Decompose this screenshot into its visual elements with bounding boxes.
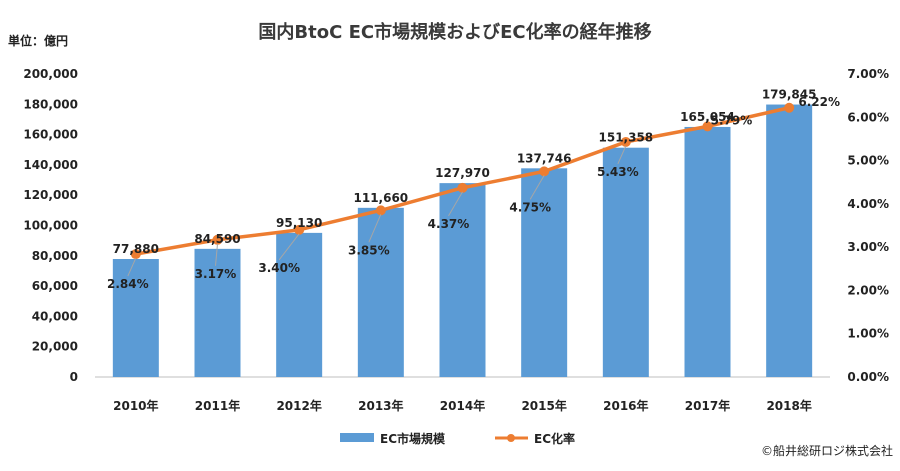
line-label-leader bbox=[278, 233, 300, 261]
y-right-tick-label: 2.00% bbox=[847, 283, 889, 297]
legend-swatch-marker bbox=[507, 434, 515, 442]
bar-series bbox=[112, 104, 813, 378]
x-tick-label: 2016年 bbox=[603, 398, 648, 413]
line-point bbox=[294, 224, 305, 235]
line-label-leader bbox=[127, 257, 137, 277]
x-tick-label: 2011年 bbox=[195, 398, 240, 413]
line-point bbox=[620, 136, 631, 147]
y-right-tick-label: 0.00% bbox=[847, 370, 889, 384]
bar-data-label: 111,660 bbox=[354, 191, 409, 205]
bar bbox=[766, 104, 813, 378]
x-tick-label: 2018年 bbox=[766, 398, 811, 413]
line-point bbox=[539, 166, 550, 177]
y-left-tick-label: 200,000 bbox=[23, 67, 78, 81]
left-axis-ticks: 0 20,000 40,000 60,000 80,000 100,000 120,000 1… bbox=[23, 67, 78, 384]
y-right-tick-label: 5.00% bbox=[847, 154, 889, 168]
line-point bbox=[784, 102, 795, 113]
bar bbox=[684, 126, 731, 377]
legend-label-bar: EC市場規模 bbox=[380, 431, 446, 446]
line-label-leader bbox=[617, 145, 627, 165]
line-point bbox=[130, 249, 141, 260]
y-right-tick-label: 4.00% bbox=[847, 197, 889, 211]
bar-data-label: 95,130 bbox=[276, 216, 322, 230]
line-series bbox=[130, 102, 795, 260]
line-point bbox=[702, 121, 713, 132]
line-data-label: 2.84% bbox=[107, 277, 149, 291]
bar bbox=[439, 183, 486, 377]
right-axis-ticks: 0.00% 1.00% 2.00% 3.00% 4.00% 5.00% 6.00% 7.00% bbox=[847, 67, 889, 384]
line-point bbox=[375, 205, 386, 216]
y-right-tick-label: 6.00% bbox=[847, 110, 889, 124]
y-left-tick-label: 0 bbox=[70, 370, 78, 384]
y-left-tick-label: 160,000 bbox=[23, 128, 78, 142]
unit-label: 単位：億円 bbox=[8, 33, 68, 48]
bar bbox=[357, 207, 404, 377]
y-right-tick-label: 7.00% bbox=[847, 67, 889, 81]
bar-data-labels: 77,880 84,590 95,130 111,660 127,970 137,746 1… bbox=[113, 88, 817, 256]
y-right-tick-label: 1.00% bbox=[847, 327, 889, 341]
line-label-leader bbox=[529, 175, 545, 200]
line-point bbox=[457, 182, 468, 193]
y-left-tick-label: 100,000 bbox=[23, 219, 78, 233]
bar-data-label: 151,358 bbox=[599, 131, 654, 145]
line-data-label: 5.43% bbox=[597, 165, 639, 179]
bar-data-label: 137,746 bbox=[517, 151, 572, 165]
bar bbox=[602, 147, 649, 377]
bar bbox=[194, 248, 241, 377]
bar-data-label: 179,845 bbox=[762, 88, 817, 102]
bar-data-label: 84,590 bbox=[194, 232, 240, 246]
legend: EC市場規模 EC化率 bbox=[340, 431, 575, 446]
x-tick-label: 2017年 bbox=[685, 398, 730, 413]
line-data-labels: 2.84% 3.17% 3.40% 3.85% 4.37% 4.75% 5.43% 5.79%… bbox=[107, 95, 840, 291]
y-left-tick-label: 20,000 bbox=[32, 340, 78, 354]
y-left-tick-label: 80,000 bbox=[32, 249, 78, 263]
bar-data-label: 165,054 bbox=[680, 110, 735, 124]
x-tick-label: 2010年 bbox=[113, 398, 158, 413]
line-data-label: 4.75% bbox=[509, 200, 551, 214]
line-data-label: 5.79% bbox=[711, 113, 753, 127]
chart-title: 国内BtoC EC市場規模およびEC化率の経年推移 bbox=[258, 21, 651, 43]
legend-label-line: EC化率 bbox=[534, 431, 575, 446]
x-tick-label: 2013年 bbox=[358, 398, 403, 413]
line-data-label: 3.17% bbox=[195, 267, 237, 281]
y-left-tick-label: 40,000 bbox=[32, 309, 78, 323]
x-tick-label: 2014年 bbox=[440, 398, 485, 413]
line-label-leader bbox=[215, 243, 218, 266]
bar bbox=[276, 232, 323, 377]
line-label-leader bbox=[368, 214, 382, 243]
y-left-tick-label: 120,000 bbox=[23, 188, 78, 202]
y-left-tick-label: 60,000 bbox=[32, 279, 78, 293]
credit: ©船井総研ロジ株式会社 bbox=[761, 443, 893, 458]
line-data-label: 3.40% bbox=[258, 261, 300, 275]
bar-data-label: 127,970 bbox=[435, 166, 490, 180]
x-axis-ticks: 2010年 2011年 2012年 2013年 2014年 2015年 2016年 2017年… bbox=[113, 398, 812, 413]
x-tick-label: 2015年 bbox=[521, 398, 566, 413]
line-data-label: 4.37% bbox=[428, 217, 470, 231]
line-data-label: 6.22% bbox=[798, 95, 840, 109]
line-label-leader bbox=[448, 191, 463, 217]
y-left-tick-label: 180,000 bbox=[23, 97, 78, 111]
y-left-tick-label: 140,000 bbox=[23, 158, 78, 172]
bar bbox=[521, 168, 568, 377]
line-data-label: 3.85% bbox=[348, 243, 390, 257]
y-right-tick-label: 3.00% bbox=[847, 240, 889, 254]
line-point bbox=[212, 234, 223, 245]
bar bbox=[112, 259, 159, 377]
bar-data-label: 77,880 bbox=[113, 242, 159, 256]
legend-swatch-bar bbox=[340, 433, 374, 442]
x-tick-label: 2012年 bbox=[276, 398, 321, 413]
